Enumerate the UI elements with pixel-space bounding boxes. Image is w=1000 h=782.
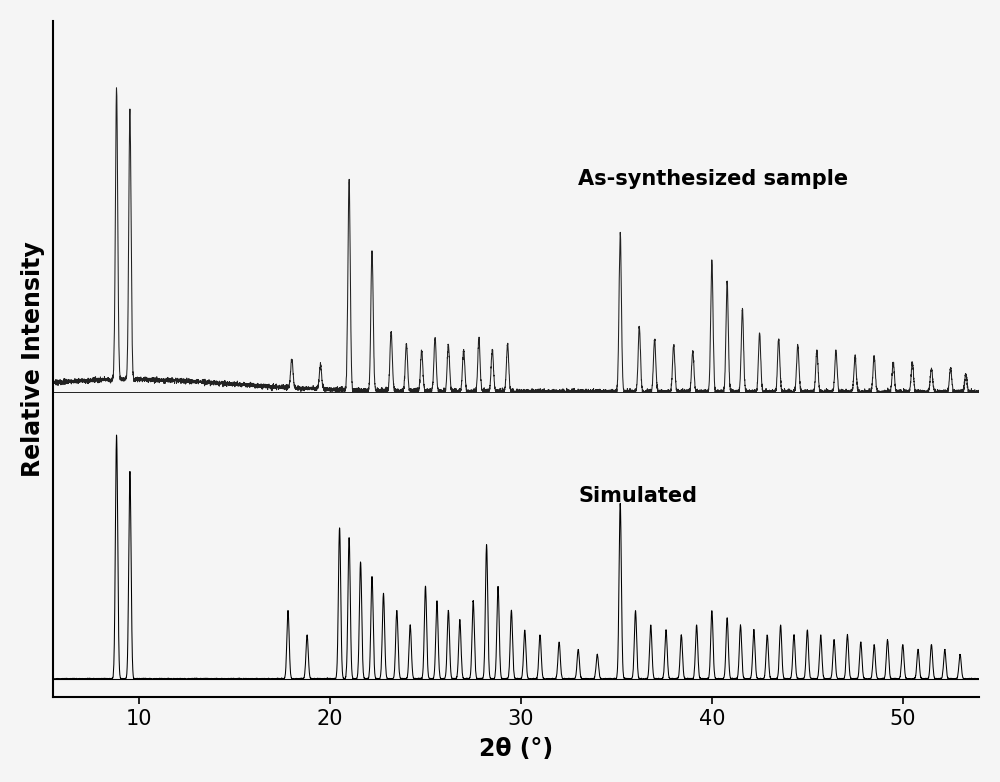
Y-axis label: Relative Intensity: Relative Intensity: [21, 241, 45, 477]
X-axis label: 2θ (°): 2θ (°): [479, 737, 553, 761]
Text: As-synthesized sample: As-synthesized sample: [578, 169, 848, 189]
Text: Simulated: Simulated: [578, 486, 697, 506]
